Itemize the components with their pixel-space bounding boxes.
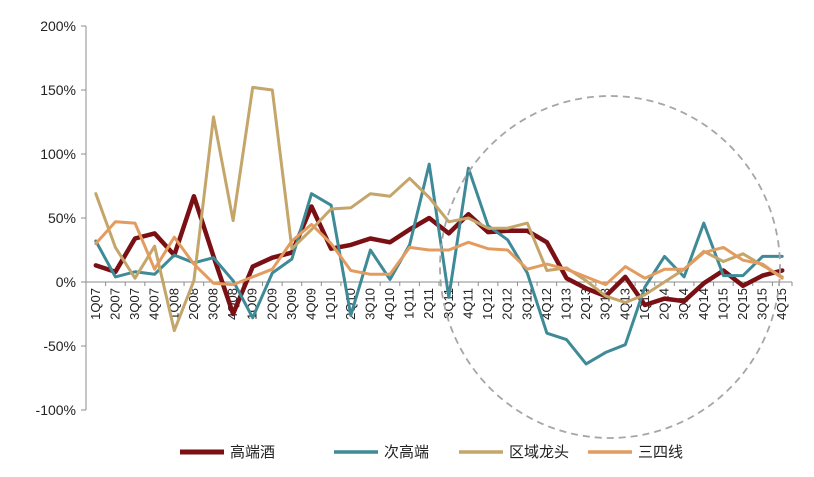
x-tick-label: 3Q12	[519, 288, 534, 320]
y-tick-label: 50%	[48, 210, 76, 226]
legend-label: 高端酒	[230, 443, 275, 461]
x-tick-label: 4Q11	[460, 288, 475, 319]
y-tick-label: 200%	[40, 18, 76, 34]
x-tick-label: 3Q14	[676, 288, 691, 320]
x-axis-ticks: 1Q07 2Q07 3Q07 4Q07 1Q08 2Q08 3Q08 4Q08 1Q09 2Q09…	[85, 282, 793, 320]
x-tick-label: 3Q11	[441, 288, 456, 319]
y-axis-ticks: -100% -50% 0% 50% 100% 150% 200%	[36, 18, 86, 418]
x-tick-label: 1Q10	[323, 288, 338, 320]
x-tick-label: 4Q10	[382, 288, 397, 320]
x-tick-label: 1Q15	[715, 288, 730, 320]
y-tick-label: 100%	[40, 146, 76, 162]
x-tick-label: 3Q07	[127, 288, 142, 320]
x-tick-label: 1Q11	[402, 288, 417, 319]
x-tick-label: 2Q14	[657, 288, 672, 320]
series-line	[94, 85, 784, 333]
y-tick-label: -100%	[36, 402, 76, 418]
x-tick-label: 4Q07	[147, 288, 162, 320]
chart-legend: 高端酒 次高端 区域龙头 三四线	[180, 443, 683, 461]
x-tick-label: 3Q08	[205, 288, 220, 320]
x-tick-label: 3Q10	[362, 288, 377, 320]
legend-item: 高端酒	[180, 443, 275, 461]
x-tick-label: 3Q09	[284, 288, 299, 320]
legend-item: 三四线	[588, 443, 683, 461]
x-tick-label: 2Q13	[578, 288, 593, 320]
x-tick-label: 1Q13	[558, 288, 573, 320]
x-tick-label: 4Q14	[696, 288, 711, 320]
series-lines	[93, 85, 785, 366]
legend-item: 区域龙头	[459, 443, 569, 461]
x-tick-label: 2Q11	[421, 288, 436, 319]
y-tick-label: 150%	[40, 82, 76, 98]
chart-axes	[85, 26, 792, 410]
x-tick-label: 1Q12	[480, 288, 495, 320]
x-tick-label: 2Q12	[500, 288, 515, 320]
annotation-layer	[439, 95, 781, 439]
x-tick-label: 3Q15	[755, 288, 770, 320]
highlight-dashed-circle	[439, 95, 781, 439]
x-tick-label: 2Q07	[107, 288, 122, 320]
legend-label: 三四线	[638, 443, 683, 461]
x-tick-label: 1Q07	[88, 288, 103, 320]
x-tick-label: 4Q09	[304, 288, 319, 320]
x-tick-label: 4Q12	[539, 288, 554, 320]
series-line	[94, 220, 784, 287]
legend-label: 区域龙头	[509, 443, 569, 461]
legend-label: 次高端	[384, 443, 429, 461]
x-tick-label: 2Q08	[186, 288, 201, 320]
series-line	[94, 162, 784, 366]
y-tick-label: -50%	[43, 338, 76, 354]
y-tick-label: 0%	[56, 274, 76, 290]
legend-item: 次高端	[334, 443, 429, 461]
x-tick-label: 2Q15	[735, 288, 750, 320]
x-tick-label: 2Q09	[264, 288, 279, 320]
